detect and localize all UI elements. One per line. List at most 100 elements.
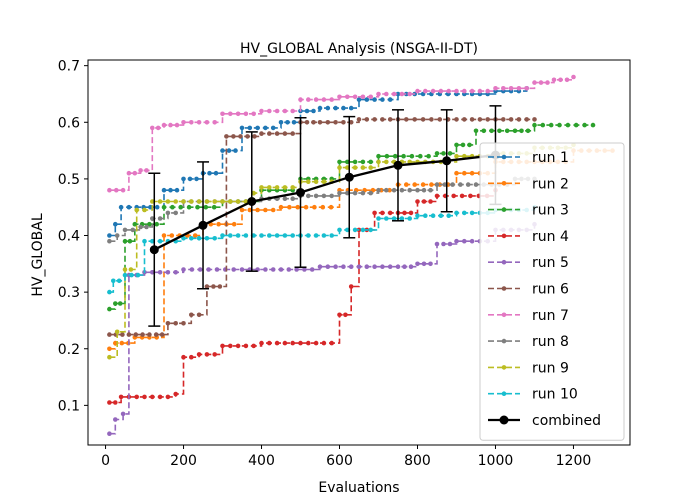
series-point: [107, 289, 112, 295]
series-point: [231, 221, 237, 227]
series-point: [391, 91, 397, 97]
series-point: [204, 352, 210, 357]
series-point: [120, 411, 126, 417]
series-point: [282, 131, 288, 136]
series-point: [251, 190, 256, 196]
series-point: [429, 117, 434, 122]
series-point: [228, 343, 233, 349]
series-point: [220, 343, 225, 349]
series-point: [122, 267, 128, 272]
series-point: [467, 142, 472, 148]
series-point: [165, 270, 171, 275]
series-point: [304, 108, 310, 114]
series-point: [135, 272, 141, 278]
x-tick-label: 1200: [556, 453, 592, 469]
series-point: [120, 332, 125, 337]
series-point: [150, 125, 155, 131]
legend-label: run 3: [532, 203, 569, 219]
series-point: [465, 182, 471, 187]
series-point: [360, 165, 366, 170]
series-point: [364, 117, 370, 122]
series-point: [247, 125, 253, 131]
series-point: [216, 221, 221, 227]
series-point: [540, 122, 546, 128]
legend-label: run 7: [532, 308, 569, 324]
series-point: [290, 340, 296, 346]
series-point: [263, 267, 268, 272]
series-point: [298, 97, 303, 102]
series-point: [278, 204, 284, 210]
series-point: [126, 332, 132, 337]
series-point: [153, 332, 159, 337]
legend-swatch-marker: [501, 312, 507, 318]
series-point: [364, 264, 370, 270]
series-point: [469, 170, 475, 176]
series-point: [306, 193, 311, 199]
combined-point: [442, 156, 452, 166]
series-point: [259, 108, 264, 114]
series-point: [118, 394, 124, 400]
series-point: [352, 159, 358, 165]
series-point: [372, 264, 377, 270]
y-tick-label: 0.6: [58, 115, 80, 131]
series-point: [211, 204, 217, 210]
series-point: [114, 187, 119, 193]
legend-entry: run 5: [488, 255, 569, 271]
series-point: [329, 97, 335, 102]
series-point: [376, 216, 381, 221]
series-point: [387, 187, 392, 193]
series-point: [376, 153, 381, 159]
series-point: [321, 179, 327, 184]
series-point: [333, 120, 338, 125]
series-point: [446, 88, 452, 94]
series-point: [206, 267, 211, 272]
series-point: [259, 185, 264, 190]
series-point: [204, 120, 210, 125]
series-point: [157, 216, 163, 221]
series-point: [228, 199, 233, 204]
series-point: [274, 340, 280, 346]
series-point: [582, 122, 587, 128]
x-tick-label: 400: [248, 453, 275, 469]
series-point: [404, 91, 409, 97]
series-point: [196, 199, 202, 204]
series-point: [337, 94, 342, 100]
series-point: [161, 187, 167, 193]
y-tick-label: 0.7: [58, 59, 80, 75]
series-point: [571, 74, 576, 80]
series-point: [376, 187, 381, 193]
series-point: [504, 128, 510, 134]
legend-label: combined: [532, 413, 601, 429]
series-point: [282, 185, 288, 190]
series-point: [485, 117, 491, 122]
series-point: [294, 267, 299, 272]
series-point: [360, 159, 366, 165]
series-point: [345, 227, 350, 233]
legend-entry: run 9: [488, 360, 569, 376]
series-point: [113, 400, 118, 405]
series-point: [186, 204, 192, 210]
series-point: [178, 204, 183, 210]
legend-swatch-marker: [499, 415, 509, 425]
series-point: [161, 122, 167, 128]
series-point: [438, 213, 444, 218]
x-tick-label: 600: [326, 453, 353, 469]
series-point: [157, 394, 163, 400]
series-point: [565, 122, 571, 128]
series-point: [437, 117, 443, 122]
series-point: [290, 108, 296, 114]
series-point: [337, 227, 342, 233]
series-point: [204, 284, 210, 289]
series-point: [181, 321, 186, 326]
series-point: [212, 352, 217, 357]
combined-point: [149, 245, 159, 255]
series-line: [109, 224, 536, 435]
series-point: [458, 182, 463, 187]
series-point: [473, 128, 479, 134]
series-point: [548, 122, 554, 128]
series-point: [259, 340, 264, 346]
series-point: [519, 128, 524, 134]
series-point: [545, 80, 550, 85]
series-point: [267, 340, 272, 346]
series-point: [196, 312, 202, 318]
